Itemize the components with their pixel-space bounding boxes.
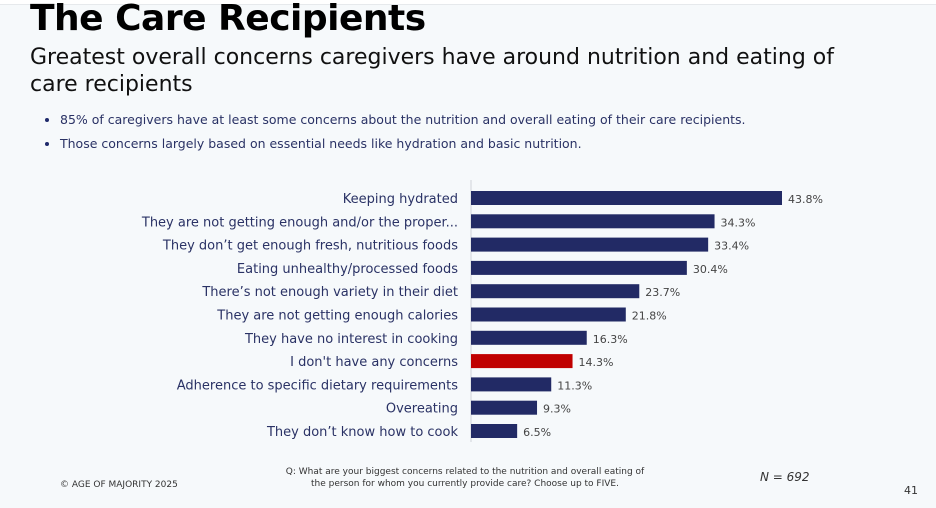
category-label: I don't have any concerns [290, 355, 458, 370]
page-subtitle: Greatest overall concerns caregivers hav… [30, 45, 834, 97]
data-label: 14.3% [579, 356, 614, 369]
bullet-item: 85% of caregivers have at least some con… [60, 112, 746, 127]
category-label: Eating unhealthy/processed foods [237, 262, 458, 277]
bar-chart: Keeping hydrated 43.8% They are not gettin… [141, 180, 823, 442]
data-label: 30.4% [693, 263, 728, 276]
page-number: 41 [904, 484, 918, 497]
bar [471, 307, 626, 322]
copyright: © AGE OF MAJORITY 2025 [60, 480, 178, 490]
category-label: They are not getting enough and/or the p… [141, 215, 458, 230]
data-label: 23.7% [645, 286, 680, 299]
sample-size: N = 692 [760, 470, 810, 484]
top-border [0, 0, 936, 5]
bullet-list: 85% of caregivers have at least some con… [40, 112, 746, 160]
category-label: They don’t know how to cook [266, 425, 458, 440]
data-label: 6.5% [523, 426, 551, 439]
category-label: They have no interest in cooking [244, 332, 458, 347]
category-label: Overeating [386, 402, 458, 417]
bar [471, 424, 518, 438]
category-label: There’s not enough variety in their diet [201, 285, 458, 300]
category-label: They are not getting enough calories [216, 309, 458, 324]
category-label: Adherence to specific dietary requiremen… [177, 378, 458, 393]
question-text: Q: What are your biggest concerns relate… [285, 467, 645, 489]
data-label: 43.8% [788, 193, 823, 206]
bar [471, 191, 782, 205]
bar [471, 330, 587, 345]
bullet-item: Those concerns largely based on essentia… [60, 136, 746, 151]
bar [471, 377, 552, 392]
bar [471, 260, 687, 275]
bar [471, 284, 640, 299]
data-label: 16.3% [593, 333, 628, 346]
data-label: 34.3% [721, 216, 756, 229]
bar [471, 237, 709, 252]
page-title: The Care Recipients [30, 0, 426, 39]
data-label: 11.3% [557, 379, 592, 392]
category-label: Keeping hydrated [343, 192, 458, 207]
bar [471, 214, 715, 229]
bar [471, 400, 538, 415]
data-label: 9.3% [543, 403, 571, 416]
data-label: 33.4% [714, 240, 749, 253]
data-label: 21.8% [632, 310, 667, 323]
bar [471, 354, 573, 369]
category-label: They don’t get enough fresh, nutritious … [162, 239, 458, 254]
